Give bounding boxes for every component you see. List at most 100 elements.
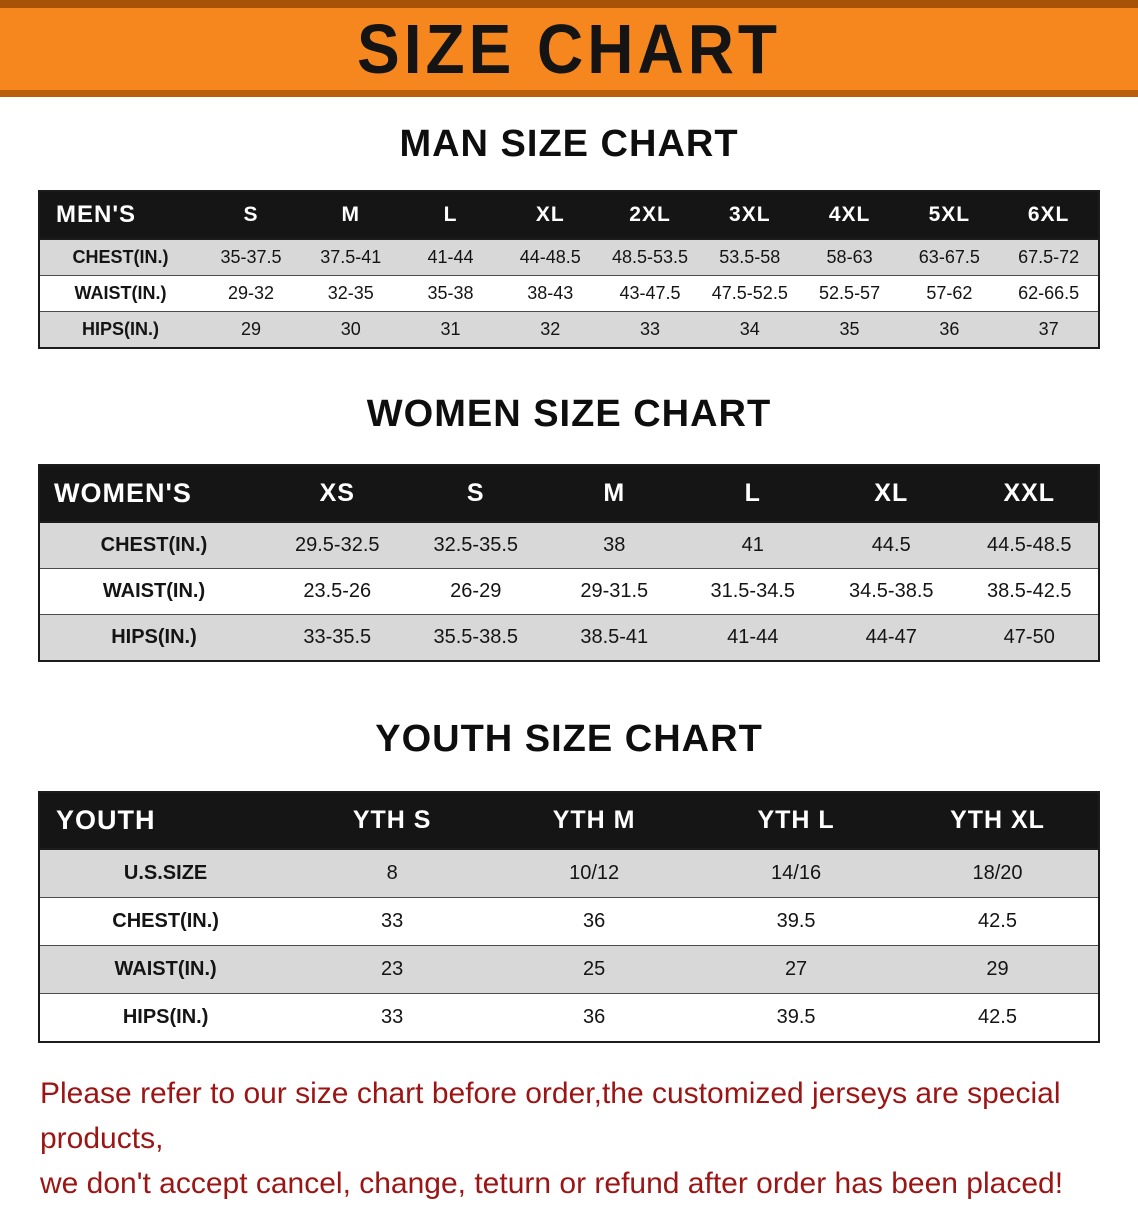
value-cell: 10/12 <box>493 849 696 898</box>
row-label-cell: HIPS(IN.) <box>39 614 268 661</box>
row-label-cell: HIPS(IN.) <box>39 311 202 348</box>
value-cell: 41-44 <box>400 239 501 276</box>
value-cell: 25 <box>493 945 696 994</box>
table-row: CHEST(IN.) 35-37.5 37.5-41 41-44 44-48.5 48.5… <box>39 239 1099 276</box>
banner-title: SIZE CHART <box>357 10 781 88</box>
value-cell: 38.5-42.5 <box>960 568 1099 615</box>
size-header-cell: XL <box>822 465 961 523</box>
men-section-heading: MAN SIZE CHART <box>399 123 739 165</box>
table-row: WAIST(IN.) 29-32 32-35 35-38 38-43 43-47.5 47.… <box>39 275 1099 312</box>
value-cell: 8 <box>291 849 494 898</box>
size-header-cell: S <box>201 191 301 240</box>
size-header-cell: L <box>683 465 822 523</box>
table-corner-label: WOMEN'S <box>39 465 268 523</box>
footer-disclaimer: Please refer to our size chart before or… <box>40 1071 1098 1206</box>
size-chart-banner: SIZE CHART <box>0 0 1138 97</box>
table-row: HIPS(IN.) 29 30 31 32 33 34 35 36 37 <box>39 311 1099 348</box>
value-cell: 35.5-38.5 <box>406 614 545 661</box>
value-cell: 31 <box>400 311 501 348</box>
value-cell: 26-29 <box>406 568 545 615</box>
size-header-cell: 6XL <box>999 191 1099 240</box>
table-row: WAIST(IN.) 23.5-26 26-29 29-31.5 31.5-34.5 34… <box>39 568 1099 615</box>
value-cell: 23.5-26 <box>268 568 407 615</box>
youth-section-heading: YOUTH SIZE CHART <box>375 718 763 760</box>
value-cell: 33 <box>291 897 494 946</box>
value-cell: 47-50 <box>960 614 1099 661</box>
value-cell: 58-63 <box>799 239 900 276</box>
value-cell: 32 <box>500 311 601 348</box>
value-cell: 29-32 <box>201 275 301 312</box>
table-header-row: YOUTH YTH S YTH M YTH L YTH XL <box>39 792 1099 850</box>
row-label-cell: HIPS(IN.) <box>39 993 292 1042</box>
value-cell: 52.5-57 <box>799 275 900 312</box>
table-corner-label: YOUTH <box>39 792 292 850</box>
value-cell: 29-31.5 <box>545 568 684 615</box>
table-row: HIPS(IN.) 33 36 39.5 42.5 <box>39 993 1099 1042</box>
value-cell: 42.5 <box>897 897 1099 946</box>
value-cell: 42.5 <box>897 993 1099 1042</box>
value-cell: 41-44 <box>683 614 822 661</box>
row-label-cell: WAIST(IN.) <box>39 275 202 312</box>
size-header-cell: YTH S <box>291 792 494 850</box>
value-cell: 39.5 <box>695 993 898 1042</box>
value-cell: 34 <box>699 311 800 348</box>
value-cell: 38-43 <box>500 275 601 312</box>
size-header-cell: YTH L <box>695 792 898 850</box>
value-cell: 33 <box>291 993 494 1042</box>
value-cell: 63-67.5 <box>899 239 1000 276</box>
value-cell: 48.5-53.5 <box>600 239 700 276</box>
value-cell: 38.5-41 <box>545 614 684 661</box>
size-header-cell: YTH XL <box>897 792 1099 850</box>
size-header-cell: 5XL <box>899 191 1000 240</box>
table-header-row: WOMEN'S XS S M L XL XXL <box>39 465 1099 523</box>
value-cell: 57-62 <box>899 275 1000 312</box>
size-table: WOMEN'S XS S M L XL XXL CHEST(IN.) 29.5-32.5 32.5… <box>38 464 1100 662</box>
table-row: WAIST(IN.) 23 25 27 29 <box>39 945 1099 994</box>
value-cell: 32-35 <box>300 275 401 312</box>
value-cell: 62-66.5 <box>999 275 1099 312</box>
value-cell: 44-48.5 <box>500 239 601 276</box>
size-header-cell: M <box>300 191 401 240</box>
value-cell: 44.5 <box>822 522 961 569</box>
table-row: CHEST(IN.) 33 36 39.5 42.5 <box>39 897 1099 946</box>
value-cell: 38 <box>545 522 684 569</box>
size-header-cell: XS <box>268 465 407 523</box>
footer-disclaimer-line2: we don't accept cancel, change, teturn o… <box>40 1167 1064 1200</box>
value-cell: 37.5-41 <box>300 239 401 276</box>
size-table: MEN'S S M L XL 2XL 3XL 4XL 5XL 6XL CHEST(IN.) 35-37… <box>38 190 1100 349</box>
size-header-cell: 3XL <box>699 191 800 240</box>
value-cell: 29 <box>201 311 301 348</box>
value-cell: 29.5-32.5 <box>268 522 407 569</box>
value-cell: 35-38 <box>400 275 501 312</box>
value-cell: 43-47.5 <box>600 275 700 312</box>
row-label-cell: CHEST(IN.) <box>39 239 202 276</box>
value-cell: 37 <box>999 311 1099 348</box>
value-cell: 14/16 <box>695 849 898 898</box>
value-cell: 27 <box>695 945 898 994</box>
size-header-cell: 2XL <box>600 191 700 240</box>
table-row: U.S.SIZE 8 10/12 14/16 18/20 <box>39 849 1099 898</box>
row-label-cell: WAIST(IN.) <box>39 945 292 994</box>
value-cell: 67.5-72 <box>999 239 1099 276</box>
value-cell: 53.5-58 <box>699 239 800 276</box>
size-header-cell: L <box>400 191 501 240</box>
value-cell: 32.5-35.5 <box>406 522 545 569</box>
value-cell: 35-37.5 <box>201 239 301 276</box>
size-table: YOUTH YTH S YTH M YTH L YTH XL U.S.SIZE 8 10/12… <box>38 791 1100 1043</box>
value-cell: 36 <box>493 993 696 1042</box>
row-label-cell: CHEST(IN.) <box>39 897 292 946</box>
row-label-cell: WAIST(IN.) <box>39 568 268 615</box>
value-cell: 29 <box>897 945 1099 994</box>
row-label-cell: U.S.SIZE <box>39 849 292 898</box>
value-cell: 47.5-52.5 <box>699 275 800 312</box>
table-row: CHEST(IN.) 29.5-32.5 32.5-35.5 38 41 44.5 44.5… <box>39 522 1099 569</box>
value-cell: 34.5-38.5 <box>822 568 961 615</box>
footer-disclaimer-line1: Please refer to our size chart before or… <box>40 1077 1061 1155</box>
table-header-row: MEN'S S M L XL 2XL 3XL 4XL 5XL 6XL <box>39 191 1099 240</box>
value-cell: 18/20 <box>897 849 1099 898</box>
men-size-table-container: MEN'S S M L XL 2XL 3XL 4XL 5XL 6XL CHEST(IN.) 35-37… <box>38 190 1100 349</box>
row-label-cell: CHEST(IN.) <box>39 522 268 569</box>
women-size-table-container: WOMEN'S XS S M L XL XXL CHEST(IN.) 29.5-32.5 32.5… <box>38 464 1100 662</box>
size-header-cell: XL <box>500 191 601 240</box>
size-header-cell: YTH M <box>493 792 696 850</box>
